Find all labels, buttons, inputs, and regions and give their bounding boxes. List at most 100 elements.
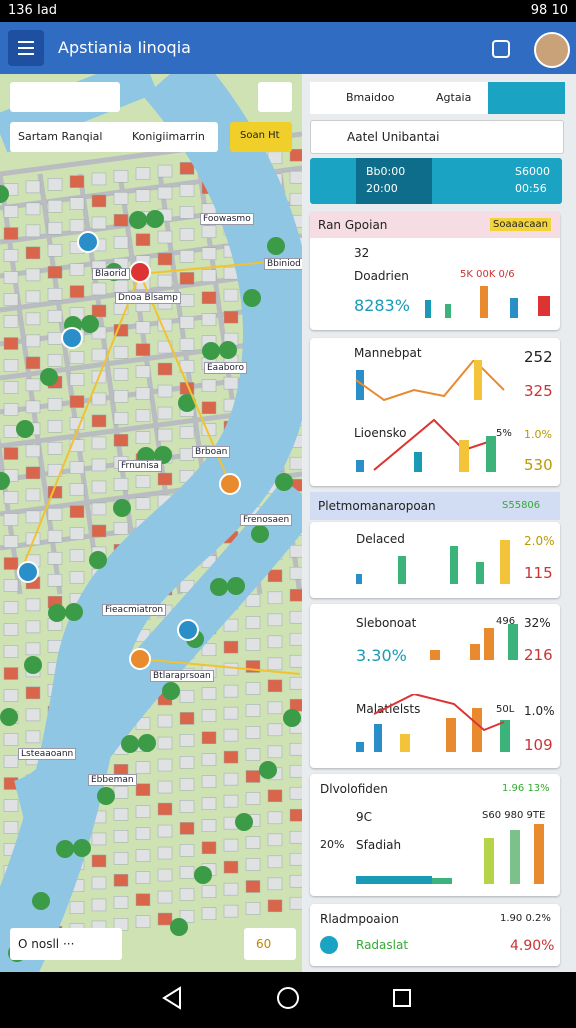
building: [113, 874, 129, 887]
label: Lioensko: [354, 426, 407, 440]
map-search[interactable]: Sartam Ranqial Konigiimarrin: [10, 122, 218, 152]
building: [25, 378, 41, 392]
avatar[interactable]: [534, 32, 570, 68]
building: [157, 252, 173, 266]
tree: [194, 866, 212, 884]
tree: [0, 472, 10, 490]
value: 5%: [496, 428, 512, 439]
map-filter[interactable]: O nosll ···: [10, 928, 122, 960]
search-text: Aatel Unibantai: [347, 130, 440, 144]
building: [25, 224, 41, 238]
tab[interactable]: Agtaia: [436, 91, 472, 104]
building: [25, 620, 41, 634]
tree: [243, 289, 261, 307]
map-pin: [17, 561, 39, 583]
building: [135, 431, 151, 444]
tree: [210, 578, 228, 596]
card-title: Rladmpoaion: [320, 912, 399, 926]
map-label: Fieacmiatron: [102, 604, 167, 616]
building: [69, 197, 85, 210]
building: [47, 177, 63, 191]
status-bar: 136 Iad 98 10: [0, 0, 576, 22]
building: [289, 808, 302, 822]
building: [289, 852, 302, 866]
building: [289, 610, 302, 624]
building: [3, 249, 19, 262]
tree: [40, 368, 58, 386]
back[interactable]: [162, 986, 181, 1010]
building: [135, 387, 151, 400]
building: [157, 714, 173, 728]
building: [69, 505, 85, 518]
tabs[interactable]: Bmaidoo Agtaia: [310, 82, 488, 114]
building: [91, 898, 107, 912]
building: [157, 736, 173, 750]
building: [25, 642, 41, 656]
panel-search[interactable]: Aatel Unibantai: [310, 120, 564, 154]
building: [289, 742, 302, 756]
building: [289, 786, 302, 800]
building: [25, 708, 41, 722]
recents[interactable]: [393, 989, 411, 1007]
building: [267, 811, 283, 825]
building: [135, 365, 151, 378]
building: [47, 419, 63, 433]
tree: [0, 185, 9, 203]
map-button[interactable]: Soan Ht: [230, 122, 292, 152]
map-tools[interactable]: [10, 82, 120, 112]
building: [223, 310, 239, 324]
building: [3, 227, 19, 240]
building: [201, 379, 217, 393]
building: [245, 682, 261, 695]
building: [3, 755, 19, 768]
building: [157, 868, 173, 882]
building: [47, 551, 63, 565]
map-pin: [61, 327, 83, 349]
building: [91, 876, 107, 890]
building: [113, 434, 129, 447]
mini-chart: [356, 540, 510, 584]
building: [157, 362, 173, 376]
building: [179, 250, 195, 263]
building: [91, 480, 107, 494]
map-label: Frnunisa: [118, 460, 162, 472]
building: [289, 588, 302, 602]
building: [91, 216, 107, 230]
building: [91, 436, 107, 450]
building: [135, 233, 151, 246]
building: [113, 896, 129, 909]
building: [47, 397, 63, 411]
building: [25, 268, 41, 282]
building: [223, 618, 239, 632]
banner-block: [356, 158, 432, 204]
tab[interactable]: Bmaidoo: [346, 91, 395, 104]
building: [25, 246, 41, 260]
banner-text: 20:00: [366, 182, 398, 195]
building: [201, 885, 217, 899]
building: [201, 401, 217, 415]
map-pin: [177, 619, 199, 641]
building: [223, 860, 239, 874]
settings-button[interactable]: [492, 40, 510, 58]
count: 60: [256, 937, 272, 951]
card-title: Dlvolofiden: [320, 782, 388, 796]
building: [289, 456, 302, 470]
building: [267, 899, 283, 913]
value: 530: [524, 456, 553, 474]
map-count[interactable]: 60: [244, 928, 296, 960]
building: [245, 858, 261, 871]
tree: [146, 210, 164, 228]
building: [3, 359, 19, 372]
filter-button[interactable]: [488, 82, 565, 114]
home[interactable]: [277, 987, 299, 1009]
building: [69, 901, 85, 914]
building: [3, 491, 19, 504]
building: [69, 571, 85, 584]
building: [201, 753, 217, 767]
building: [47, 265, 63, 279]
building: [69, 285, 85, 298]
tree: [235, 813, 253, 831]
map-more[interactable]: [258, 82, 292, 112]
building: [179, 866, 195, 879]
menu-button[interactable]: [8, 30, 44, 66]
